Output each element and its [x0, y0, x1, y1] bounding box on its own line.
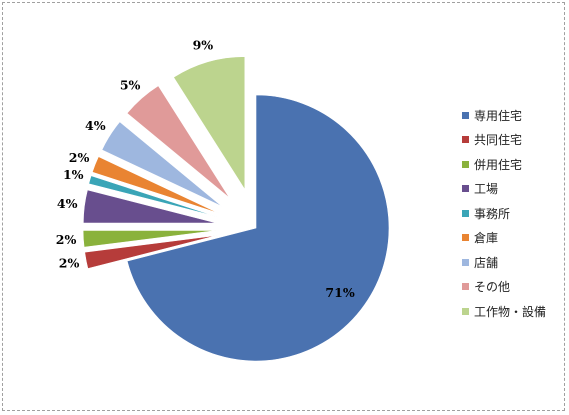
legend-item-3: 併用住宅 — [462, 152, 566, 177]
legend-swatch — [462, 209, 469, 217]
legend-label: 専用住宅 — [474, 108, 523, 123]
data-label-9: 9% — [193, 37, 214, 52]
pie-slice-4 — [83, 189, 217, 224]
data-label-2: 2% — [59, 256, 80, 271]
legend-item-4: 工場 — [462, 177, 566, 202]
legend-swatch — [462, 136, 469, 144]
legend-swatch — [462, 283, 469, 291]
legend-swatch — [462, 258, 469, 266]
legend-swatch — [462, 234, 469, 242]
pie-slice-2 — [84, 235, 217, 269]
data-label-1: 71% — [325, 285, 354, 300]
pie-slice-5 — [88, 175, 218, 218]
pie-slice-1 — [126, 94, 390, 362]
legend-item-9: 工作物・設備 — [462, 299, 566, 324]
pie-slices — [82, 56, 390, 362]
legend-swatch — [462, 185, 469, 193]
legend-item-6: 倉庫 — [462, 226, 566, 251]
legend-item-5: 事務所 — [462, 201, 566, 226]
legend-label: 倉庫 — [474, 231, 499, 246]
data-label-6: 2% — [69, 150, 90, 165]
data-label-7: 4% — [85, 118, 106, 133]
legend-label: 店舗 — [474, 255, 499, 270]
pie-slice-8 — [126, 85, 230, 199]
data-label-4: 4% — [57, 196, 78, 211]
legend-item-1: 専用住宅 — [462, 103, 566, 128]
legend-label: 併用住宅 — [474, 157, 523, 172]
pie-data-labels: 71% 2% 2% 4% 1% 2% 4% 5% 9% — [56, 37, 355, 300]
legend-swatch — [462, 111, 469, 119]
legend-label: その他 — [474, 280, 511, 295]
legend-item-2: 共同住宅 — [462, 128, 566, 153]
legend-item-7: 店舗 — [462, 250, 566, 275]
pie-slice-7 — [101, 121, 223, 207]
pie-slice-6 — [91, 156, 219, 214]
legend-label: 工場 — [474, 182, 499, 197]
pie-slice-9 — [173, 56, 246, 191]
legend-swatch — [462, 160, 469, 168]
legend-items: 専用住宅共同住宅併用住宅工場事務所倉庫店舗その他工作物・設備 — [462, 103, 566, 324]
data-label-3: 2% — [56, 232, 77, 247]
legend-label: 工作物・設備 — [474, 304, 547, 319]
data-label-5: 1% — [63, 167, 84, 182]
legend-swatch — [462, 307, 469, 315]
legend-item-8: その他 — [462, 275, 566, 300]
pie-slice-3 — [82, 230, 217, 248]
legend: 専用住宅共同住宅併用住宅工場事務所倉庫店舗その他工作物・設備 — [462, 103, 566, 324]
legend-label: 共同住宅 — [474, 133, 523, 148]
data-label-8: 5% — [120, 77, 141, 92]
legend-label: 事務所 — [474, 206, 511, 221]
